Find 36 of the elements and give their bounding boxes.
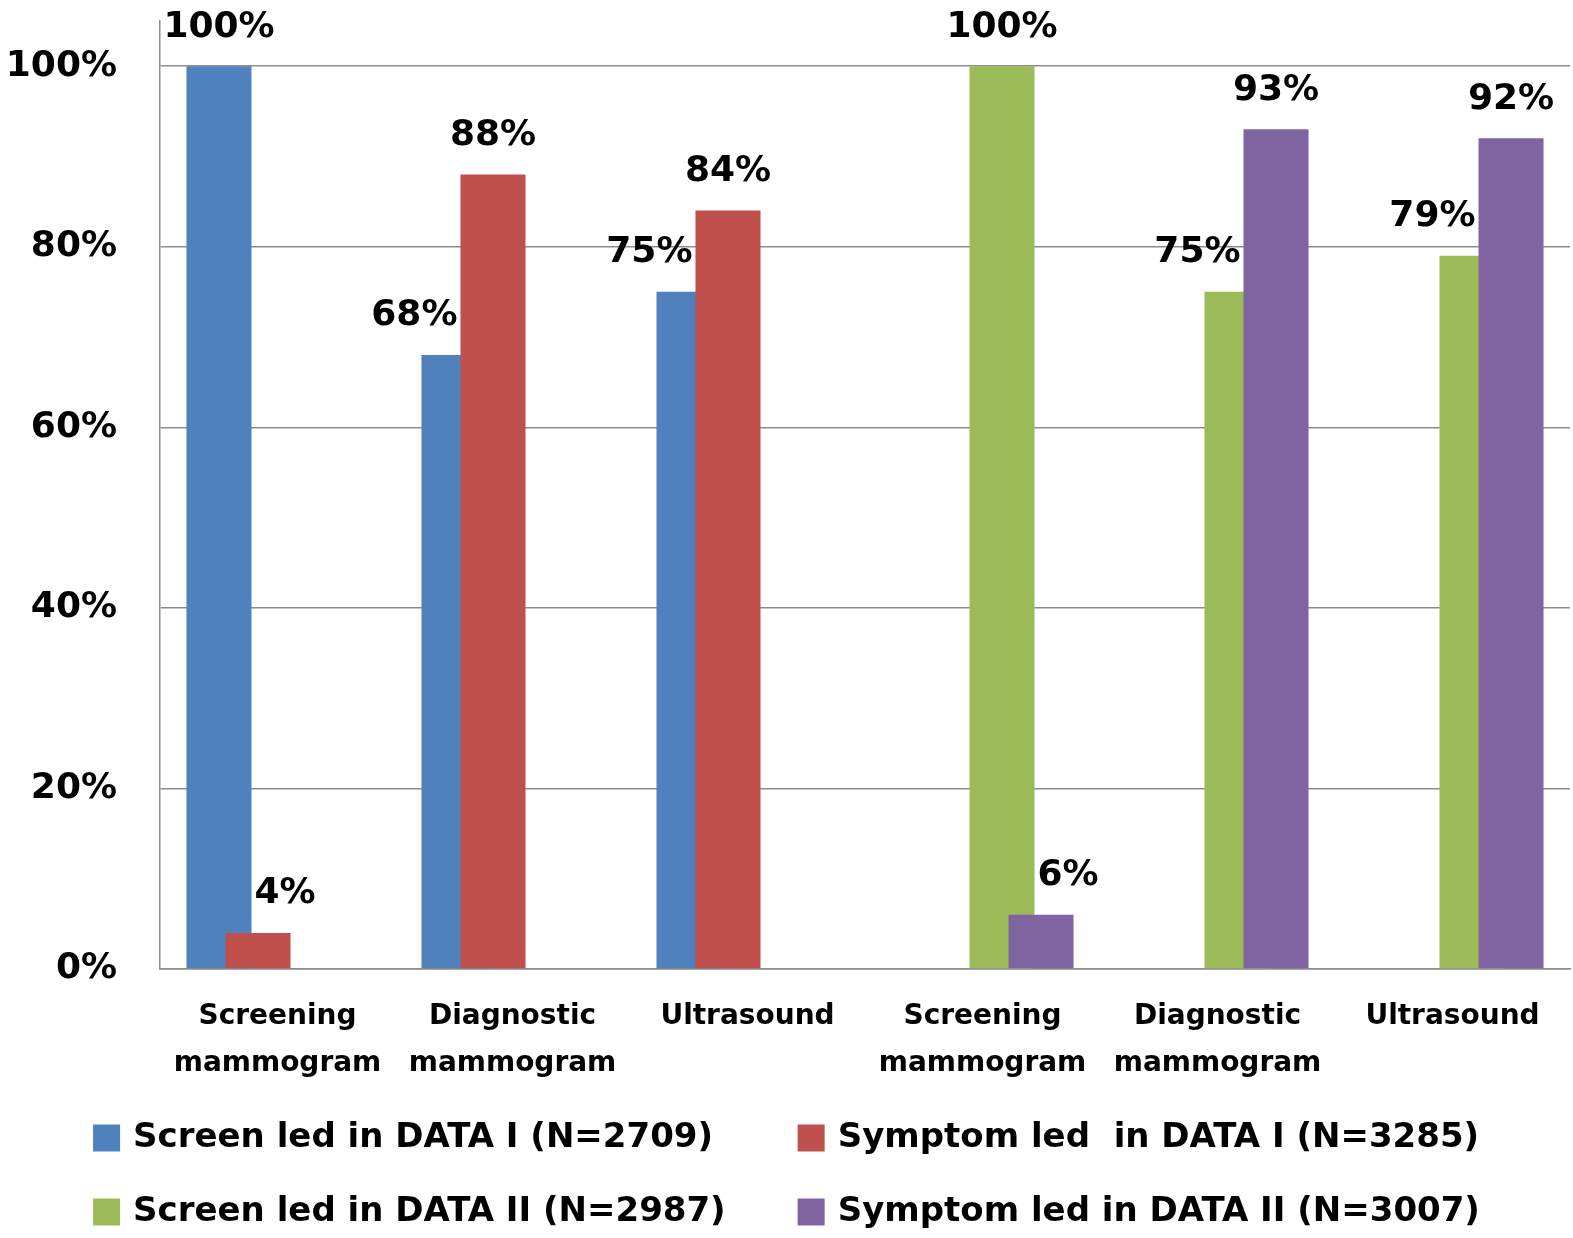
y-tick-label: 60%	[30, 403, 117, 445]
data-label: 88%	[449, 111, 537, 153]
x-tick-label: Screening mammogram	[173, 997, 382, 1078]
data-label: 4%	[254, 870, 316, 912]
bar	[969, 66, 1035, 969]
bar	[186, 66, 252, 969]
data-label: 75%	[606, 229, 693, 271]
bar	[1478, 138, 1544, 969]
data-label: 84%	[684, 147, 772, 189]
x-tick-label: Diagnostic mammogram	[1113, 997, 1322, 1078]
legend-label: Symptom led in DATA II (N=3007)	[837, 1188, 1480, 1229]
bar	[695, 210, 761, 969]
x-tick-label: Diagnostic mammogram	[408, 997, 617, 1078]
legend-label: Screen led in DATA I (N=2709)	[133, 1114, 713, 1155]
y-tick-label: 100%	[5, 42, 117, 84]
bar	[460, 174, 526, 969]
x-tick-label: Ultrasound	[660, 997, 835, 1031]
data-label: 93%	[1232, 66, 1320, 108]
data-label: 75%	[1154, 229, 1241, 271]
legend-label: Symptom led in DATA I (N=3285)	[837, 1114, 1480, 1155]
legend-label: Screen led in DATA II (N=2987)	[133, 1188, 726, 1229]
y-tick-label: 40%	[30, 584, 117, 626]
bar	[1008, 914, 1074, 969]
data-label: 68%	[371, 292, 458, 334]
x-tick-label: Screening mammogram	[878, 997, 1087, 1078]
data-label: 92%	[1467, 75, 1555, 117]
y-tick-label: 0%	[55, 945, 117, 987]
data-label: 79%	[1389, 193, 1476, 235]
data-label: 100%	[946, 3, 1058, 45]
y-tick-label: 80%	[30, 223, 117, 265]
bar	[225, 932, 291, 969]
x-tick-label: Ultrasound	[1365, 997, 1540, 1031]
y-tick-label: 20%	[30, 764, 117, 806]
bar	[1243, 129, 1309, 969]
data-label: 6%	[1037, 852, 1099, 894]
data-label: 100%	[163, 3, 275, 45]
